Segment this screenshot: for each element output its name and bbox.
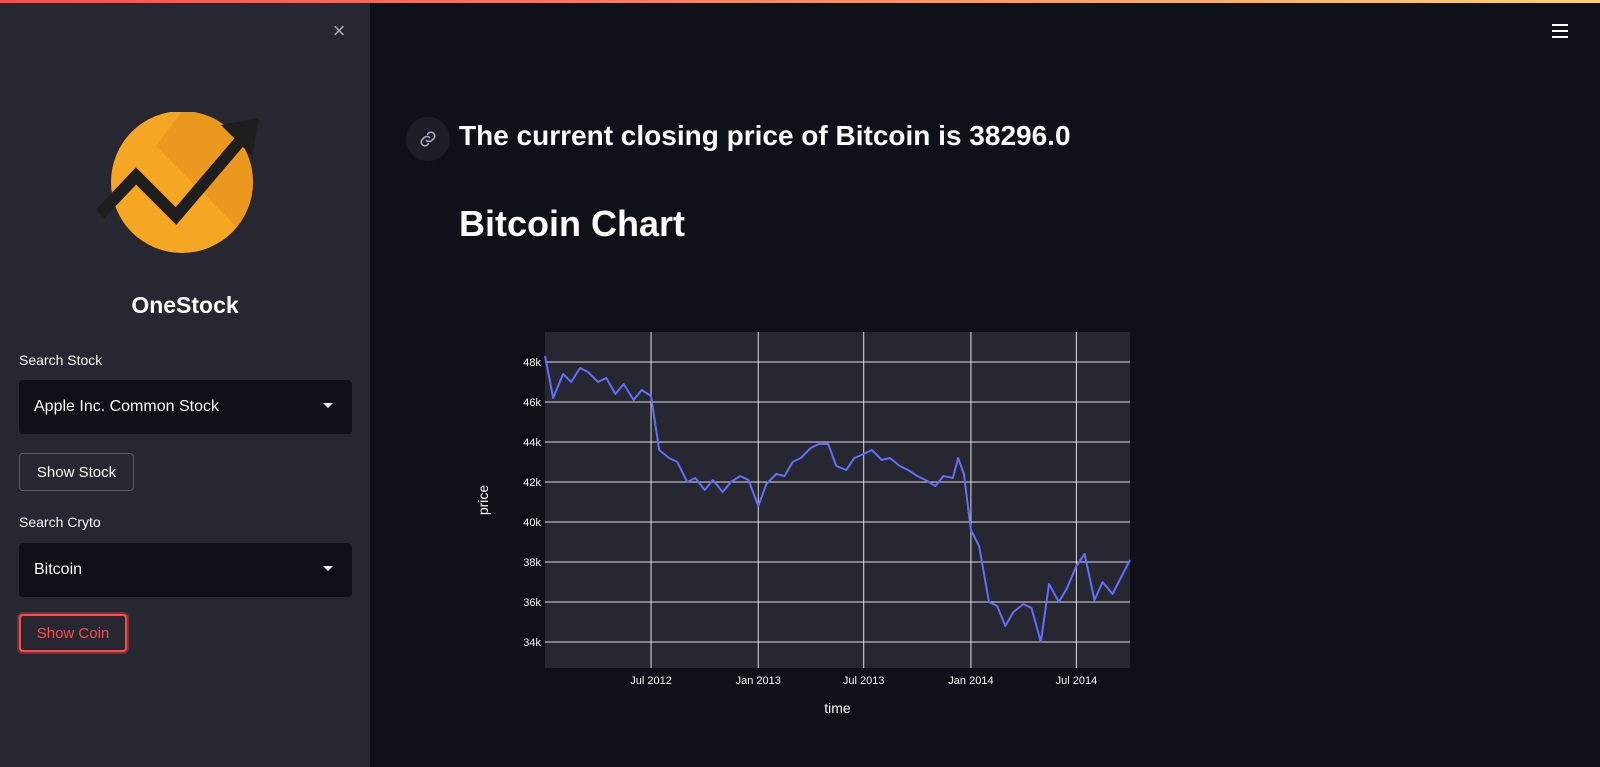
logo-icon — [96, 112, 259, 253]
top-accent-bar — [0, 0, 1600, 3]
crypto-search-label: Search Cryto — [19, 514, 101, 530]
y-tick-label: 36k — [523, 597, 541, 609]
y-tick-label: 40k — [523, 517, 541, 529]
stock-search-label: Search Stock — [19, 352, 103, 368]
crypto-select[interactable]: Bitcoin — [19, 543, 352, 597]
x-tick-label: Jul 2013 — [843, 675, 885, 687]
show-stock-button[interactable]: Show Stock — [19, 453, 134, 491]
y-tick-label: 48k — [523, 357, 541, 369]
menu-icon[interactable] — [1552, 24, 1568, 38]
chart-title: Bitcoin Chart — [459, 203, 686, 244]
plot-area — [545, 332, 1130, 668]
x-tick-label: Jan 2013 — [736, 675, 781, 687]
price-chart[interactable]: Jul 2012 Jan 2013 Jul 2013 Jan 2014 Jul 2014… — [470, 320, 1150, 730]
chevron-down-icon — [323, 566, 333, 571]
sidebar: × OneStock Search Stock Apple Inc. Commo… — [0, 0, 370, 767]
y-tick-label: 42k — [523, 477, 541, 489]
x-tick-label: Jan 2014 — [948, 675, 993, 687]
x-tick-label: Jul 2014 — [1056, 675, 1098, 687]
price-chart-svg[interactable]: Jul 2012 Jan 2013 Jul 2013 Jan 2014 Jul 2014… — [470, 320, 1150, 730]
stock-select[interactable]: Apple Inc. Common Stock — [19, 380, 352, 434]
x-tick-label: Jul 2012 — [630, 675, 672, 687]
crypto-select-value: Bitcoin — [34, 561, 83, 578]
y-axis-title: price — [475, 485, 491, 516]
y-tick-label: 34k — [523, 637, 541, 649]
show-coin-button[interactable]: Show Coin — [19, 614, 127, 652]
link-icon[interactable] — [406, 117, 450, 161]
stock-select-value: Apple Inc. Common Stock — [34, 398, 219, 415]
y-tick-label: 38k — [523, 557, 541, 569]
y-tick-label: 46k — [523, 397, 541, 409]
price-series-line — [544, 355, 1131, 643]
brand-title: OneStock — [131, 292, 239, 318]
x-axis-title: time — [824, 700, 851, 716]
close-icon[interactable]: × — [332, 18, 346, 43]
closing-price-headline: The current closing price of Bitcoin is … — [459, 120, 1071, 151]
y-tick-label: 44k — [523, 437, 541, 449]
chevron-down-icon — [323, 403, 333, 408]
